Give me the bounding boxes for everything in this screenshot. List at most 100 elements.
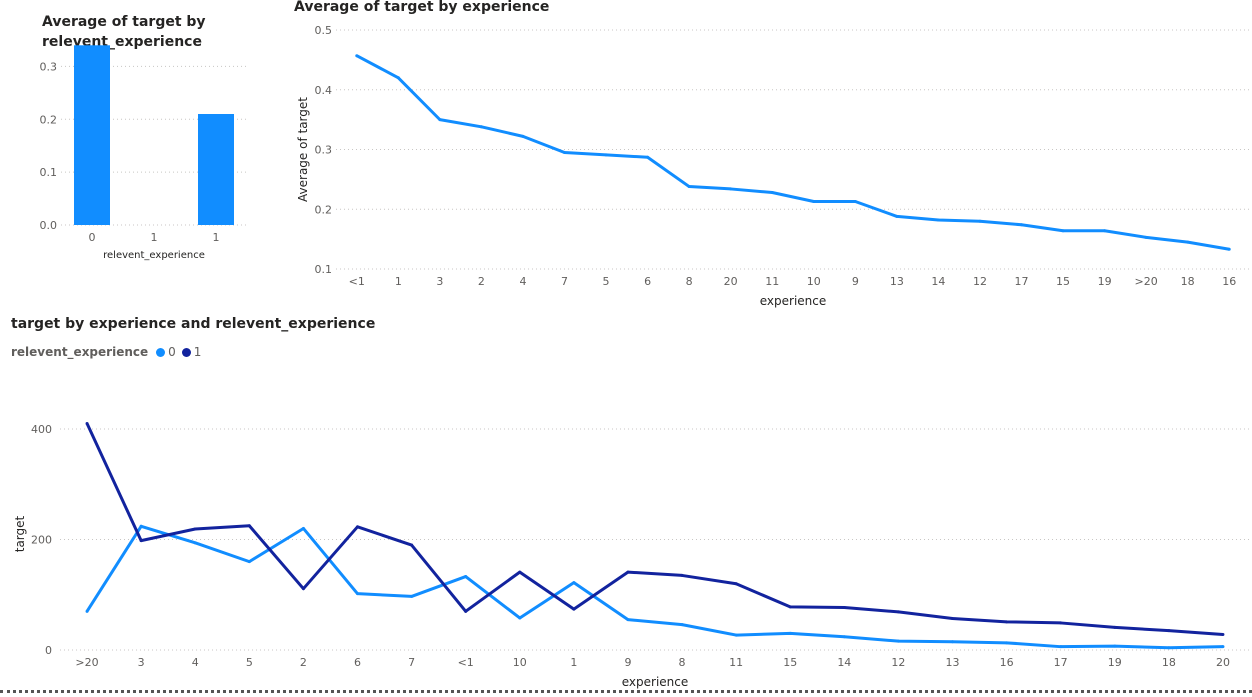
chart1-ytick-3: 0.3 (40, 60, 58, 73)
chart3-legend: relevent_experience 0 1 (11, 345, 207, 359)
chart3-series-1-point-16 (951, 617, 954, 621)
chart3-series-0-point-8 (518, 616, 522, 620)
chart3-series-0-point-21 (1221, 645, 1225, 649)
chart3-series-0-point-7 (464, 575, 468, 579)
chart3-series-0-point-6 (410, 594, 414, 598)
chart3-xtick-19: 19 (1108, 656, 1122, 669)
chart1-ytick-1: 0.1 (40, 166, 58, 179)
chart3-series-0-point-4 (301, 526, 305, 530)
chart3-ytick-2: 400 (31, 423, 52, 436)
chart2-xtick-17: 15 (1056, 275, 1070, 288)
chart2-ytick-3: 0.4 (315, 84, 333, 97)
chart3-series-1-point-11 (680, 573, 684, 577)
chart3-series-1-point-8 (518, 570, 522, 574)
chart3-series-0-point-16 (951, 640, 954, 644)
chart2-xtick-21: 16 (1222, 275, 1236, 288)
chart3-xtick-8: 10 (513, 656, 527, 669)
chart2-point-13 (895, 214, 899, 218)
chart1-xtick-2: 1 (213, 231, 220, 244)
chart3-series-1-point-17 (1005, 620, 1009, 624)
chart1-bar-0 (74, 45, 110, 226)
chart3-xtick-16: 13 (946, 656, 960, 669)
chart2-ytick-4: 0.5 (315, 24, 333, 37)
chart2-xlabel: experience (760, 294, 827, 308)
chart3-series-1-point-15 (896, 610, 900, 614)
page-divider (0, 690, 1252, 693)
legend-swatch-1 (181, 347, 191, 357)
chart3-xtick-17: 16 (1000, 656, 1014, 669)
chart3-series-1-point-1 (139, 539, 143, 543)
chart3-series-1-point-6 (410, 543, 414, 547)
chart2-point-14 (936, 218, 940, 222)
chart2-ytick-2: 0.3 (315, 144, 333, 157)
chart3-ylabel: target (13, 515, 27, 552)
chart3-xtick-20: 18 (1162, 656, 1176, 669)
chart3-series-1-point-7 (464, 609, 468, 613)
chart3-series-1-point-21 (1221, 633, 1225, 637)
chart3-series-1-point-19 (1113, 625, 1117, 629)
chart2-xtick-9: 20 (724, 275, 738, 288)
chart2-xtick-2: 3 (436, 275, 443, 288)
chart3-xtick-0: >20 (75, 656, 98, 669)
chart3-series-1-point-0 (85, 422, 89, 426)
chart3-series-1-point-9 (572, 607, 576, 611)
legend-item-1[interactable]: 1 (181, 345, 202, 359)
chart1-bar-2 (198, 114, 234, 225)
chart2-point-6 (604, 153, 608, 157)
chart3-series-0-point-20 (1167, 646, 1171, 650)
chart2-xtick-18: 19 (1098, 275, 1112, 288)
chart2-xtick-8: 8 (686, 275, 693, 288)
chart3-series-0-point-17 (1005, 641, 1009, 645)
chart3-series-0-point-19 (1113, 644, 1117, 648)
legend-label-1: 1 (193, 345, 202, 359)
legend-swatch-0 (156, 347, 166, 357)
chart2-xtick-16: 17 (1015, 275, 1029, 288)
chart3-series-0-point-1 (139, 524, 143, 528)
chart1-xlabel: relevent_experience (103, 250, 205, 261)
chart3-xtick-12: 11 (729, 656, 743, 669)
chart2-xtick-4: 4 (519, 275, 526, 288)
chart2-xtick-11: 10 (807, 275, 821, 288)
chart2-point-7 (646, 155, 650, 159)
chart2-point-3 (479, 125, 483, 129)
chart3-series-1-point-13 (788, 605, 792, 609)
chart2-xtick-5: 7 (561, 275, 568, 288)
legend-item-0[interactable]: 0 (156, 345, 176, 359)
chart2-point-15 (978, 219, 982, 223)
chart3-series-0-point-11 (680, 623, 684, 627)
chart2-xtick-15: 12 (973, 275, 987, 288)
chart2-xtick-14: 14 (931, 275, 945, 288)
chart3-xtick-3: 5 (246, 656, 253, 669)
chart1-ytick-0: 0.0 (40, 219, 58, 232)
chart3-series-1-point-5 (356, 525, 359, 529)
chart2-point-0 (355, 54, 359, 58)
chart3-xtick-18: 17 (1054, 656, 1068, 669)
chart2-title: Average of target by experience (294, 0, 550, 15)
chart3-series-0-point-9 (572, 581, 576, 585)
chart3-series-0-point-12 (734, 633, 738, 637)
chart3-xlabel: experience (622, 675, 689, 689)
chart2-point-17 (1061, 229, 1065, 233)
chart3-xtick-5: 6 (354, 656, 361, 669)
chart2-xtick-20: 18 (1181, 275, 1195, 288)
chart3-xtick-2: 4 (192, 656, 199, 669)
chart3-series-1-point-10 (626, 570, 630, 574)
chart3-xtick-4: 2 (300, 656, 307, 669)
chart3-series-0-point-14 (842, 635, 846, 639)
chart3-series-0-point-13 (788, 631, 792, 635)
chart3-xtick-11: 8 (679, 656, 686, 669)
chart3-series-1-point-14 (842, 605, 846, 609)
chart3-series-0-point-18 (1059, 645, 1063, 649)
chart2-ylabel: Average of target (296, 97, 310, 202)
chart2-point-19 (1144, 235, 1148, 239)
chart2-point-8 (687, 185, 691, 189)
chart3-title: target by experience and relevent_experi… (11, 316, 376, 332)
chart3-ytick-0: 0 (45, 644, 52, 657)
chart3-xtick-14: 14 (837, 656, 851, 669)
chart2-point-1 (396, 76, 400, 80)
chart2-point-5 (563, 150, 566, 154)
chart2-point-21 (1227, 247, 1231, 251)
chart2-xtick-1: 1 (395, 275, 402, 288)
chart3-series-1-point-3 (247, 524, 251, 528)
